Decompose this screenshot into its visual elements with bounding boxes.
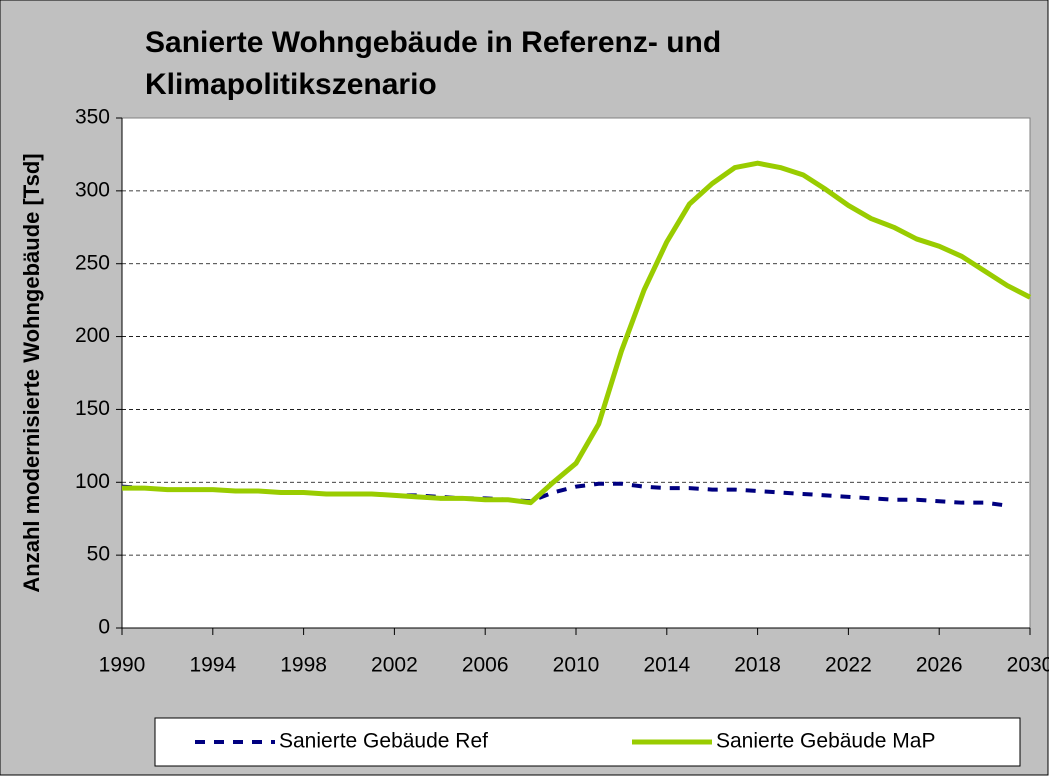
y-tick-label: 200 (75, 324, 110, 347)
y-tick-label: 150 (75, 397, 110, 420)
plot-area (121, 117, 1031, 629)
y-axis-label: Anzahl modernisierte Wohngebäude [Tsd] (19, 153, 44, 592)
y-tick-label: 0 (98, 616, 110, 639)
x-tick-label: 2018 (734, 654, 781, 677)
chart-title: Klimapolitikszenario (145, 68, 437, 101)
y-tick-label: 350 (75, 106, 110, 129)
line-series (121, 481, 1008, 508)
legend-label: Sanierte Gebäude Ref (279, 730, 488, 753)
line-series (122, 160, 1032, 506)
legend-label: Sanierte Gebäude MaP (716, 730, 935, 753)
legend (154, 717, 1021, 767)
x-tick-label: 2026 (916, 654, 963, 677)
x-tick-label: 1998 (280, 654, 327, 677)
x-tick-label: 2010 (553, 654, 600, 677)
chart-title: Sanierte Wohngebäude in Referenz- und (145, 26, 721, 59)
x-tick-label: 2006 (462, 654, 509, 677)
x-tick-label: 2022 (825, 654, 872, 677)
y-tick-label: 300 (75, 178, 110, 201)
y-tick-label: 50 (87, 543, 110, 566)
x-tick-label: 2030 (1007, 654, 1049, 677)
x-tick-label: 2014 (643, 654, 690, 677)
x-tick-label: 2002 (371, 654, 418, 677)
x-tick-label: 1994 (189, 654, 236, 677)
y-tick-label: 100 (75, 470, 110, 493)
x-tick-label: 1990 (99, 654, 146, 677)
y-tick-label: 250 (75, 251, 110, 274)
